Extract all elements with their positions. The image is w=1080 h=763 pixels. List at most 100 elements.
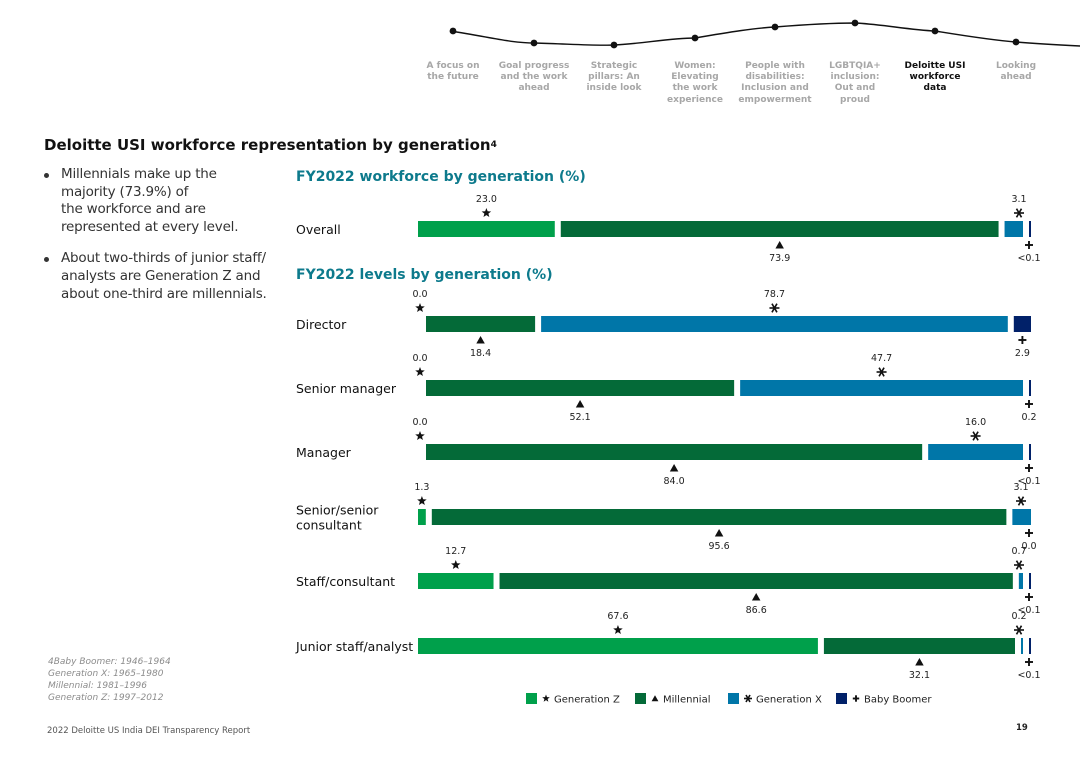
bar-millennial bbox=[426, 316, 536, 332]
row-label: Director bbox=[296, 317, 347, 332]
nav-link-women-elevating-the-work-experience[interactable]: Women: Elevating the work experience bbox=[653, 61, 737, 106]
row-label: Staff/consultant bbox=[296, 574, 395, 589]
marker-asterisk-icon bbox=[1016, 496, 1026, 506]
bar-millennial bbox=[823, 638, 1015, 654]
bar-baby-boomer bbox=[1029, 573, 1031, 589]
footnote-reference: 4 bbox=[490, 140, 497, 150]
nav-link-text-line: data bbox=[923, 83, 947, 94]
nav-link-goal-progress-and-the-work-ahead[interactable]: Goal progress and the work ahead bbox=[492, 61, 576, 95]
bar-millennial bbox=[431, 509, 1007, 525]
footnote-line: Generation Z: 1997–2012 bbox=[48, 693, 164, 703]
legend-star-icon bbox=[542, 694, 550, 702]
data-label-millennial: 52.1 bbox=[569, 412, 590, 423]
marker-star-icon bbox=[613, 625, 623, 635]
data-label-millennial: 84.0 bbox=[664, 476, 685, 487]
bullet-point: Millennials make up the majority (73.9%) … bbox=[40, 166, 280, 236]
nav-dot-goal-progress-and-the-work-ahead[interactable] bbox=[530, 39, 538, 47]
marker-asterisk-icon bbox=[1014, 625, 1024, 635]
bullet-text-line: about one-third are millennials. bbox=[61, 285, 267, 302]
nav-link-text-line: Women: bbox=[674, 61, 716, 71]
data-label-generation-z: 1.3 bbox=[414, 482, 429, 493]
nav-link-text-line: the future bbox=[427, 72, 479, 83]
marker-star-icon bbox=[415, 367, 425, 377]
marker-asterisk-icon bbox=[769, 303, 780, 313]
nav-link-text-line: ahead bbox=[518, 83, 550, 94]
marker-star-icon bbox=[481, 208, 492, 218]
chart-legend: Generation Z Millennial Generation X Baby B… bbox=[526, 693, 932, 706]
footnote-line: Millennial: 1981–1996 bbox=[48, 681, 147, 691]
bar-millennial bbox=[426, 444, 923, 460]
nav-dot-a-focus-on-the-future[interactable] bbox=[449, 27, 457, 35]
bar-generation-x bbox=[928, 444, 1023, 460]
data-label-millennial: 73.9 bbox=[769, 253, 790, 264]
bar-baby-boomer bbox=[1029, 638, 1031, 654]
data-label-generation-x: 3.1 bbox=[1013, 482, 1028, 493]
legend-swatch bbox=[526, 693, 537, 704]
bar-generation-z bbox=[418, 221, 555, 237]
nav-dot-looking-ahead[interactable] bbox=[1012, 38, 1020, 46]
legend-cross-icon bbox=[852, 695, 860, 702]
data-label-generation-z: 0.0 bbox=[412, 353, 427, 364]
marker-cross-icon bbox=[1025, 658, 1033, 666]
marker-star-icon bbox=[417, 496, 427, 506]
nav-link-looking-ahead[interactable]: Looking ahead bbox=[974, 61, 1058, 83]
nav-dot-people-with-disabilities-inclusion-and-empowerment[interactable] bbox=[771, 23, 779, 31]
nav-link-text-line: workforce bbox=[909, 72, 961, 83]
marker-asterisk-icon bbox=[1014, 208, 1024, 218]
nav-link-text-line: A focus on bbox=[426, 61, 480, 71]
nav-link-text-line: inside look bbox=[586, 83, 642, 94]
nav-dot-women-elevating-the-work-experience[interactable] bbox=[691, 34, 699, 42]
bullet-point: About two-thirds of junior staff/analyst… bbox=[40, 250, 280, 303]
data-label-generation-z: 23.0 bbox=[476, 194, 497, 205]
nav-link-text-line: Strategic bbox=[590, 61, 638, 71]
marker-cross-icon bbox=[1025, 529, 1033, 537]
marker-triangle-icon bbox=[714, 529, 724, 537]
nav-dot-strategic-pillars-an-inside-look[interactable] bbox=[610, 41, 618, 49]
nav-link-text-line: Goal progress bbox=[498, 61, 570, 71]
marker-triangle-icon bbox=[575, 400, 585, 408]
nav-link-text-line: pillars: An bbox=[588, 72, 640, 83]
legend-item-millennial: Millennial bbox=[635, 693, 710, 706]
report-footer: 2022 Deloitte US India DEI Transparency … bbox=[47, 726, 251, 736]
bar-generation-x bbox=[1012, 509, 1031, 525]
nav-link-text-line: Inclusion and bbox=[741, 83, 809, 94]
legend-swatch bbox=[836, 693, 847, 704]
chart-row-junior-staff-analyst: Junior staff/analyst 67.6 32.1 0.2 <0.1 bbox=[295, 611, 1041, 681]
nav-link-a-focus-on-the-future[interactable]: A focus on the future bbox=[411, 61, 495, 83]
nav-link-text-line: Elevating bbox=[671, 72, 719, 83]
marker-asterisk-icon bbox=[1014, 560, 1024, 570]
bullet-text-line: About two-thirds of junior staff/ bbox=[61, 250, 266, 267]
generation-footnote: 4Baby Boomer: 1946–1964 Generation X: 196… bbox=[48, 656, 248, 704]
data-label-baby-boomer: <0.1 bbox=[1017, 605, 1040, 616]
marker-asterisk-icon bbox=[876, 367, 887, 377]
nav-dot-lgbtqia-inclusion-out-and-proud[interactable] bbox=[851, 19, 859, 27]
nav-link-text-line: Looking bbox=[995, 61, 1037, 71]
bar-baby-boomer bbox=[1029, 221, 1031, 237]
marker-cross-icon bbox=[1025, 593, 1033, 601]
chart-row-manager: Manager 0.0 84.0 16.0 <0.1 bbox=[296, 417, 1041, 487]
nav-link-text-line: Out and bbox=[834, 83, 876, 94]
chart-title-overall: FY2022 workforce by generation (%) bbox=[296, 169, 586, 185]
data-label-generation-x: 47.7 bbox=[871, 353, 892, 364]
chart-title-levels: FY2022 levels by generation (%) bbox=[296, 267, 553, 283]
marker-star-icon bbox=[451, 560, 461, 570]
data-label-baby-boomer: <0.1 bbox=[1017, 670, 1040, 681]
bar-generation-x bbox=[1021, 638, 1023, 654]
data-label-generation-z: 12.7 bbox=[445, 546, 466, 557]
nav-link-deloitte-usi-workforce-data[interactable]: Deloitte USI workforce data bbox=[893, 61, 977, 95]
nav-dot-deloitte-usi-workforce-data[interactable] bbox=[931, 27, 939, 35]
marker-triangle-icon bbox=[751, 593, 761, 601]
data-label-millennial: 86.6 bbox=[746, 605, 767, 616]
data-label-baby-boomer: <0.1 bbox=[1017, 476, 1040, 487]
legend-swatch bbox=[635, 693, 646, 704]
bar-generation-z bbox=[418, 509, 426, 525]
nav-link-strategic-pillars-an-inside-look[interactable]: Strategic pillars: An inside look bbox=[572, 61, 656, 95]
row-label: Senior manager bbox=[296, 381, 397, 396]
data-label-generation-z: 67.6 bbox=[607, 611, 628, 622]
marker-asterisk-icon bbox=[970, 431, 981, 441]
nav-link-people-with-disabilities-inclusion-and-empowerment[interactable]: People with disabilities: Inclusion and emp… bbox=[733, 61, 817, 106]
legend-label: Baby Boomer bbox=[864, 695, 932, 706]
nav-link-lgbtqia-inclusion-out-and-proud[interactable]: LGBTQIA+ inclusion: Out and proud bbox=[813, 61, 897, 106]
chart-row-staff-consultant: Staff/consultant 12.7 86.6 0.7 <0.1 bbox=[296, 546, 1041, 616]
